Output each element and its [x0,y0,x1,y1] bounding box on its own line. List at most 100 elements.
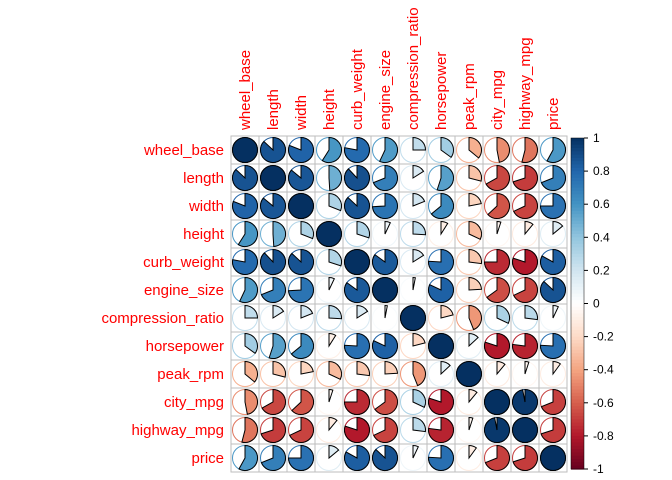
colorbar-tick-label: 0.4 [593,230,610,244]
colorbar-band [571,399,584,404]
colorbar-band [571,214,584,219]
pie-city_mpg-height [316,388,342,415]
colorbar-band [571,210,584,215]
pie-price-length [260,444,286,471]
pie-compression_ratio-curb_weight [344,304,370,331]
pie-peak_rpm-compression_ratio [400,360,426,387]
colorbar-band [571,184,584,189]
colorbar-band [571,154,584,159]
pie-height-highway_mpg [512,220,538,247]
colorbar-tick-label: 0.2 [593,263,610,277]
colorbar-band [571,402,584,407]
colorbar-band [571,359,584,364]
row-label-engine_size: engine_size [144,282,224,299]
colorbar-band [571,147,584,152]
colorbar-band [571,416,584,420]
pie-peak_rpm-peak_rpm [456,361,482,387]
pie-engine_size-length [260,276,286,303]
pie-city_mpg-peak_rpm [456,388,482,415]
pie-engine_size-peak_rpm [456,276,483,303]
colorbar-band [571,187,584,192]
pie-wheel_base-price [540,136,567,163]
colorbar-band [571,230,584,235]
pie-wheel_base-highway_mpg [512,136,538,163]
pie-wheel_base-height [316,136,342,163]
colorbar-band [571,220,584,225]
row-label-peak_rpm: peak_rpm [157,366,224,383]
colorbar-band [571,303,584,308]
pie-width-highway_mpg [512,192,538,219]
colorbar-band [571,243,584,248]
colorbar-tick-label: -1 [593,462,604,476]
pie-length-city_mpg [484,164,510,191]
pie-price-engine_size [372,444,398,471]
colorbar-band [571,167,584,172]
pie-price-price [540,445,566,471]
pie-height-city_mpg [484,220,510,247]
colorbar-tick-label: -0.8 [593,429,614,443]
colorbar-band [571,283,584,288]
pie-highway_mpg-length [260,416,286,443]
pie-engine_size-height [316,276,342,303]
pie-highway_mpg-price [540,416,566,443]
colorbar-band [571,353,584,358]
colorbar-band [571,329,584,334]
pie-width-curb_weight [344,192,370,219]
colorbar-band [571,267,584,271]
pie-compression_ratio-compression_ratio [400,305,426,331]
colorbar-band [571,141,584,146]
pie-height-peak_rpm [456,220,482,247]
pie-engine_size-compression_ratio [400,276,426,303]
colorbar-band [571,406,584,411]
colorbar-band [571,346,584,351]
pie-height-engine_size [372,220,398,247]
column-labels: wheel_base length width height curb_weight en… [237,7,562,131]
colorbar-band [571,439,584,444]
pie-wheel_base-length [260,136,286,163]
correlation-pies [232,136,567,471]
colorbar-tick-label: 1 [593,131,600,145]
colorbar-band [571,253,584,258]
pie-length-curb_weight [344,164,370,191]
pie-engine_size-price [540,276,566,303]
colorbar-band [571,435,584,440]
pie-peak_rpm-wheel_base [232,360,258,387]
pie-wheel_base-horsepower [428,136,454,163]
pie-price-peak_rpm [456,444,482,471]
pie-height-length [260,220,287,248]
colorbar: 1 0.8 0.6 0.4 0.2 0 -0.2 -0.4 -0.6 -0.8 -1 [570,131,614,476]
col-label-width: width [293,95,310,131]
row-label-compression_ratio: compression_ratio [101,310,224,327]
colorbar-band [571,227,584,232]
colorbar-tick-label: -0.4 [593,363,614,377]
pie-horsepower-compression_ratio [400,332,426,359]
pie-width-wheel_base [232,192,258,219]
pie-highway_mpg-curb_weight [344,416,370,443]
colorbar-band [571,320,584,324]
colorbar-band [571,356,584,361]
pie-city_mpg-curb_weight [343,388,370,415]
pie-horsepower-curb_weight [344,332,370,359]
col-label-length: length [265,89,282,130]
colorbar-tick-label: -0.6 [593,396,614,410]
colorbar-band [571,389,584,394]
row-label-highway_mpg: highway_mpg [131,422,224,439]
pie-city_mpg-width [288,388,314,415]
colorbar-band [571,409,584,414]
colorbar-band [571,343,584,348]
pie-highway_mpg-highway_mpg [512,417,538,443]
pie-compression_ratio-wheel_base [232,304,259,331]
colorbar-band [571,449,584,454]
row-label-price: price [191,450,224,467]
pie-curb_weight-compression_ratio [400,248,426,275]
pie-height-price [540,220,566,247]
colorbar-band [571,336,584,341]
colorbar-band [571,151,584,156]
pie-curb_weight-city_mpg [483,248,510,275]
colorbar-band [571,161,584,166]
pie-engine_size-engine_size [372,277,398,303]
pie-city_mpg-highway_mpg [512,388,538,415]
pie-wheel_base-compression_ratio [400,136,427,163]
col-label-curb_weight: curb_weight [349,48,366,130]
